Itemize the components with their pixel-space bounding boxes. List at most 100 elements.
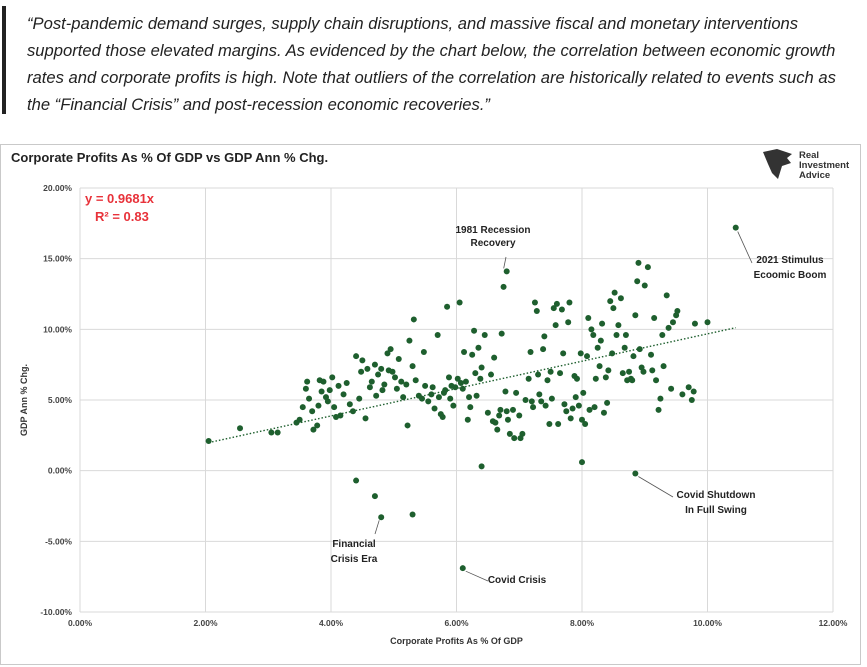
data-point [406, 337, 413, 344]
data-point [599, 320, 606, 327]
y-tick-label: 20.00% [43, 183, 72, 193]
data-point [434, 331, 441, 338]
y-tick-label: 10.00% [43, 324, 72, 334]
annotation-leader [503, 256, 507, 269]
data-point [310, 426, 317, 433]
data-point [422, 382, 429, 389]
annotation-label: Covid Shutdown [677, 490, 756, 501]
data-point [561, 401, 568, 408]
chart-container: Corporate Profits As % Of GDP vs GDP Ann… [0, 144, 861, 665]
data-point [579, 459, 585, 466]
data-point [353, 353, 360, 360]
data-point [630, 353, 637, 360]
data-point [395, 356, 402, 363]
data-point [359, 357, 366, 364]
data-point [577, 350, 584, 357]
data-point [346, 401, 353, 408]
data-point [669, 319, 676, 326]
data-point [296, 416, 303, 423]
data-point [566, 299, 573, 306]
y-tick-label: -10.00% [40, 607, 72, 617]
data-point [541, 333, 548, 340]
data-point [306, 395, 313, 402]
logo-line-1: Real [799, 150, 819, 161]
data-point [555, 421, 562, 428]
data-point [732, 224, 739, 231]
data-point [439, 413, 446, 420]
annotation-label: 1981 Recession [455, 225, 530, 236]
grid [79, 187, 834, 613]
data-point [343, 380, 350, 387]
quote-block: “Post-pandemic demand surges, supply cha… [0, 0, 867, 122]
data-point [513, 389, 520, 396]
data-point [340, 391, 347, 398]
bull-head-icon [763, 149, 792, 179]
data-point [572, 394, 579, 401]
data-point [569, 405, 576, 412]
quote-bar [2, 6, 6, 114]
data-point [674, 307, 681, 314]
data-point [590, 331, 597, 338]
data-point [459, 565, 466, 572]
data-point [635, 259, 642, 266]
chart-title: Corporate Profits As % Of GDP vs GDP Ann… [11, 150, 328, 165]
x-tick-label: 10.00% [693, 618, 722, 628]
data-point [461, 348, 468, 355]
data-point [552, 322, 559, 329]
data-point [492, 419, 499, 426]
data-point [467, 404, 474, 411]
data-point [400, 394, 407, 401]
data-point [459, 385, 466, 392]
data-point [237, 425, 244, 432]
logo-line-3: Advice [799, 170, 830, 181]
data-point [331, 404, 338, 411]
y-axis-label: GDP Ann % Chg. [19, 364, 29, 436]
data-point [653, 377, 660, 384]
data-point [418, 395, 425, 402]
annotation-label: In Full Swing [685, 505, 747, 516]
data-point [685, 384, 692, 391]
data-point [579, 416, 585, 423]
data-point [274, 429, 281, 436]
data-point [586, 406, 593, 413]
logo: Real Investment Advice [763, 149, 850, 181]
data-point [622, 331, 629, 338]
data-point [442, 387, 449, 394]
data-point [542, 402, 549, 409]
data-point [636, 346, 643, 353]
annotation-label: 2021 Stimulus [756, 255, 824, 266]
x-tick-label: 4.00% [319, 618, 344, 628]
data-point [634, 278, 641, 285]
data-point [704, 319, 711, 326]
data-point [320, 378, 327, 385]
x-tick-label: 8.00% [570, 618, 595, 628]
data-point [502, 388, 509, 395]
x-tick-label: 0.00% [68, 618, 93, 628]
data-point [466, 394, 473, 401]
data-point [392, 374, 399, 381]
data-point [457, 380, 464, 387]
data-point [657, 395, 664, 402]
data-point [668, 385, 675, 392]
y-tick-label: 0.00% [48, 466, 73, 476]
data-point [573, 375, 580, 382]
data-point [478, 364, 485, 371]
data-point [326, 387, 333, 394]
data-point [544, 377, 551, 384]
data-point [688, 397, 695, 403]
annotation-label: Financial [332, 539, 376, 550]
data-point [641, 282, 648, 289]
data-point [600, 409, 607, 416]
data-point [506, 430, 513, 437]
data-point [648, 351, 655, 358]
data-point [530, 404, 537, 411]
data-point [563, 408, 570, 415]
data-point [389, 368, 396, 375]
data-point [375, 371, 382, 378]
annotation-leader [638, 476, 674, 498]
data-point [488, 371, 495, 378]
data-point [484, 409, 491, 416]
data-point [205, 437, 212, 444]
data-point [299, 404, 306, 411]
data-point [565, 319, 572, 326]
